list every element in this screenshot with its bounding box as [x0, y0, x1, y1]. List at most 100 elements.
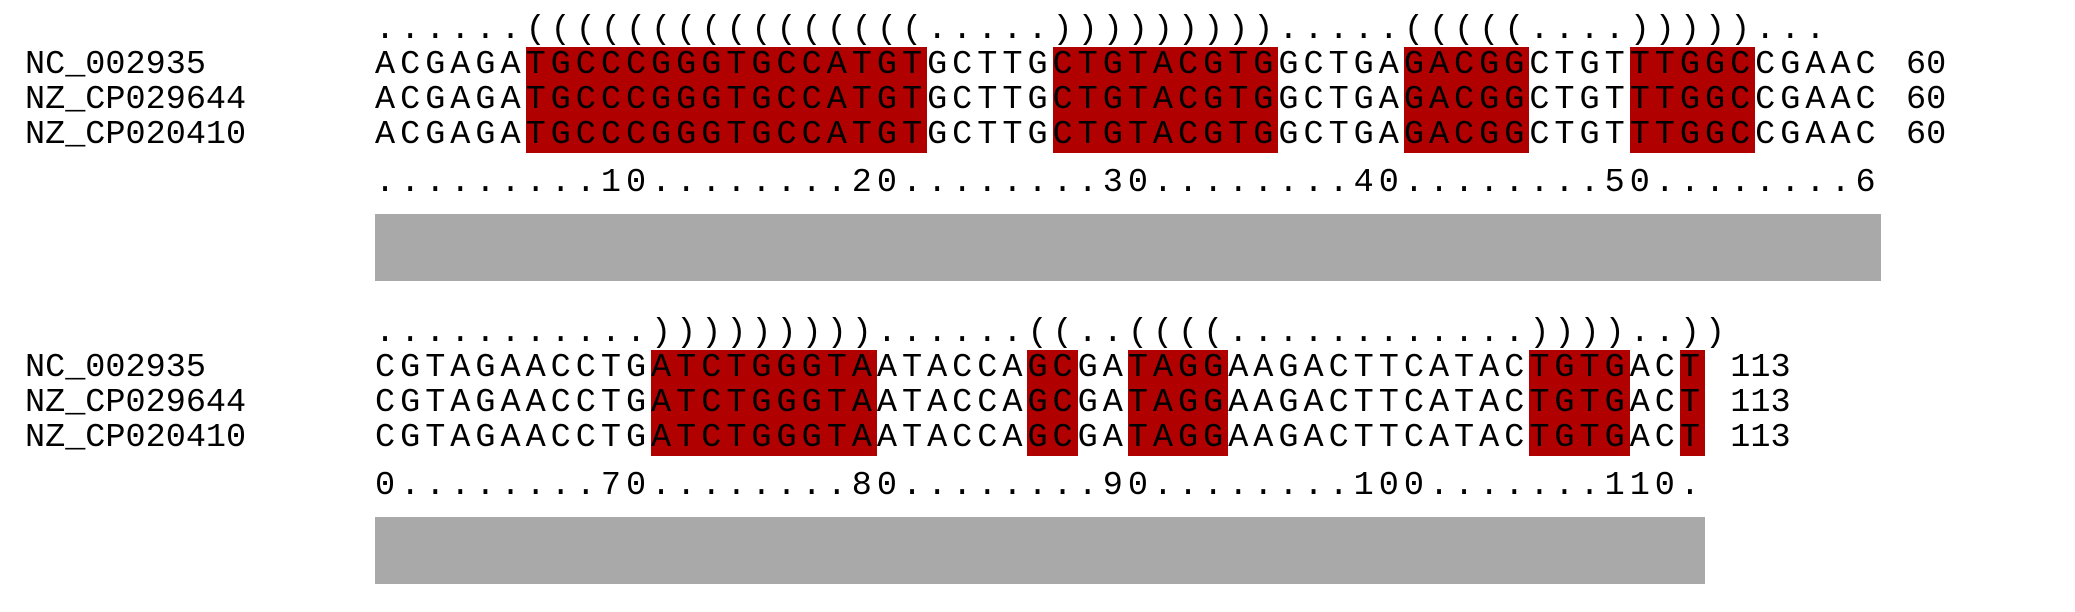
structure-char: . [1278, 314, 1299, 352]
base: T [901, 47, 928, 83]
structure-char: ( [575, 11, 596, 49]
base: A [500, 46, 521, 84]
base: G [1203, 420, 1229, 456]
base: A [1479, 384, 1500, 422]
base: A [651, 420, 677, 456]
ruler-char: . [1428, 164, 1450, 202]
base: T [1077, 117, 1103, 153]
ruler-char: . [1253, 164, 1274, 202]
base: C [1328, 384, 1349, 422]
base: A [525, 349, 546, 387]
base: C [1403, 419, 1424, 457]
structure-char: ( [1504, 11, 1525, 49]
base: G [927, 81, 948, 119]
base: C [952, 81, 973, 119]
base: C [977, 349, 998, 387]
base: G [1027, 46, 1048, 84]
base: A [1629, 419, 1650, 457]
structure-char: ( [851, 11, 872, 49]
base: A [927, 384, 948, 422]
base: A [1002, 349, 1023, 387]
structure-char: ) [801, 314, 822, 352]
base: T [1654, 82, 1680, 118]
base: C [952, 46, 973, 84]
structure-char: . [1403, 314, 1424, 352]
base: C [375, 384, 396, 422]
base: A [1303, 349, 1324, 387]
base: T [676, 385, 702, 421]
base: G [1579, 116, 1600, 154]
base: T [1127, 385, 1153, 421]
base: G [1479, 82, 1505, 118]
base: C [1730, 82, 1756, 118]
ruler-char: . [701, 467, 722, 505]
base: A [1428, 384, 1450, 422]
ruler-char: . [1203, 467, 1224, 505]
base: G [1554, 385, 1580, 421]
structure-char: . [1353, 314, 1374, 352]
structure-char: ) [826, 314, 847, 352]
base: C [1730, 47, 1756, 83]
structure-char: . [1780, 11, 1801, 49]
structure-char: ( [1428, 11, 1450, 49]
base: A [1002, 419, 1023, 457]
base: T [1328, 116, 1349, 154]
base: G [1278, 81, 1299, 119]
base: A [927, 349, 948, 387]
base: G [676, 117, 702, 153]
structure-char: ( [1454, 11, 1475, 49]
structure-char: ( [901, 11, 923, 49]
structure-char: ( [776, 11, 797, 49]
base: C [1303, 46, 1324, 84]
base: A [1378, 81, 1399, 119]
structure-char: . [1579, 11, 1600, 49]
structure-char: ) [1052, 11, 1073, 49]
structure-char: . [425, 11, 446, 49]
base: A [1152, 117, 1178, 153]
base: A [500, 116, 521, 154]
base: G [1704, 82, 1731, 118]
ruler-char: . [977, 467, 998, 505]
structure-char: . [1328, 314, 1349, 352]
base: T [1629, 117, 1655, 153]
ruler-char: 1 [1604, 467, 1625, 505]
structure-char: . [952, 314, 973, 352]
structure-char: . [1378, 314, 1399, 352]
base: A [826, 117, 852, 153]
base: G [1604, 385, 1630, 421]
ruler-char: . [801, 164, 822, 202]
ruler-char: . [1403, 164, 1424, 202]
ruler-char: . [751, 467, 772, 505]
structure-char: ( [876, 11, 897, 49]
structure-char: . [1303, 11, 1324, 49]
base: C [600, 82, 626, 118]
base: C [1052, 82, 1078, 118]
base: A [500, 81, 521, 119]
base: G [1554, 350, 1580, 386]
ruler-char: . [901, 164, 923, 202]
base: T [1604, 81, 1625, 119]
base: G [625, 419, 647, 457]
structure-char: . [375, 314, 396, 352]
base: T [425, 419, 446, 457]
base: G [1504, 47, 1530, 83]
base: A [1002, 384, 1023, 422]
ruler-char: . [500, 164, 521, 202]
ruler-char: . [826, 467, 847, 505]
base: C [952, 419, 973, 457]
structure-char: ( [600, 11, 621, 49]
base: G [751, 420, 777, 456]
structure-char: . [1805, 11, 1826, 49]
ruler-char: . [475, 467, 496, 505]
structure-char: . [1353, 11, 1374, 49]
sequence-name: NZ_CP020410 [25, 116, 247, 154]
ruler-char: . [400, 467, 421, 505]
base: A [876, 349, 897, 387]
base: G [1679, 117, 1705, 153]
base: A [851, 385, 877, 421]
ruler-char: 7 [600, 467, 621, 505]
ruler-char: 0 [1654, 467, 1675, 505]
